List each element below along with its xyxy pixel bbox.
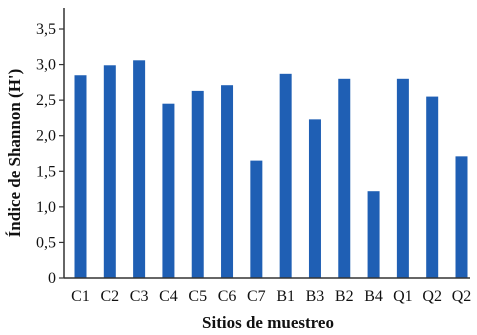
y-tick-label: 0,5 — [36, 234, 56, 251]
x-tick-label: B2 — [335, 288, 354, 305]
y-tick-label: 0 — [48, 270, 56, 287]
bar — [396, 78, 409, 278]
x-tick-label: B1 — [276, 288, 295, 305]
y-tick-label: 3,0 — [36, 57, 56, 74]
y-tick-label: 1,5 — [36, 163, 56, 180]
bar — [74, 75, 87, 278]
bar — [250, 160, 263, 278]
y-tick-label: 2,5 — [36, 92, 56, 109]
x-tick-label: Q2 — [452, 288, 472, 305]
bar — [279, 73, 292, 278]
x-tick-label: B3 — [306, 288, 325, 305]
bar — [426, 96, 439, 278]
x-tick-label: B4 — [364, 288, 383, 305]
bar — [367, 191, 380, 278]
bar — [455, 156, 468, 278]
bar — [308, 119, 321, 278]
x-tick-label: C5 — [188, 288, 207, 305]
bar — [162, 103, 175, 278]
x-axis-tick-labels: C1 C2 C3 C4 C5 C6 C7 B1 B3 B2 B4 Q1 Q2 Q2 — [71, 288, 471, 305]
x-tick-label: C6 — [218, 288, 237, 305]
x-tick-label: C4 — [159, 288, 178, 305]
bars-group — [74, 60, 468, 279]
y-tick-label: 1,0 — [36, 199, 56, 216]
x-tick-label: Q2 — [422, 288, 442, 305]
bar — [133, 60, 146, 278]
bar — [338, 78, 351, 278]
y-axis-ticks: 0 0,5 1,0 1,5 2,0 2,5 3,0 3,5 — [36, 21, 64, 287]
x-tick-label: C1 — [71, 288, 90, 305]
x-tick-label: Q1 — [393, 288, 413, 305]
y-axis-title: Índice de Shannon (H') — [5, 69, 24, 238]
bar — [191, 90, 204, 278]
x-tick-label: C3 — [130, 288, 149, 305]
x-tick-label: C2 — [100, 288, 119, 305]
bar — [103, 65, 116, 278]
y-tick-label: 2,0 — [36, 128, 56, 145]
x-tick-label: C7 — [247, 288, 266, 305]
y-tick-label: 3,5 — [36, 21, 56, 38]
x-axis-title: Sitios de muestreo — [202, 313, 334, 332]
bar — [221, 85, 234, 279]
